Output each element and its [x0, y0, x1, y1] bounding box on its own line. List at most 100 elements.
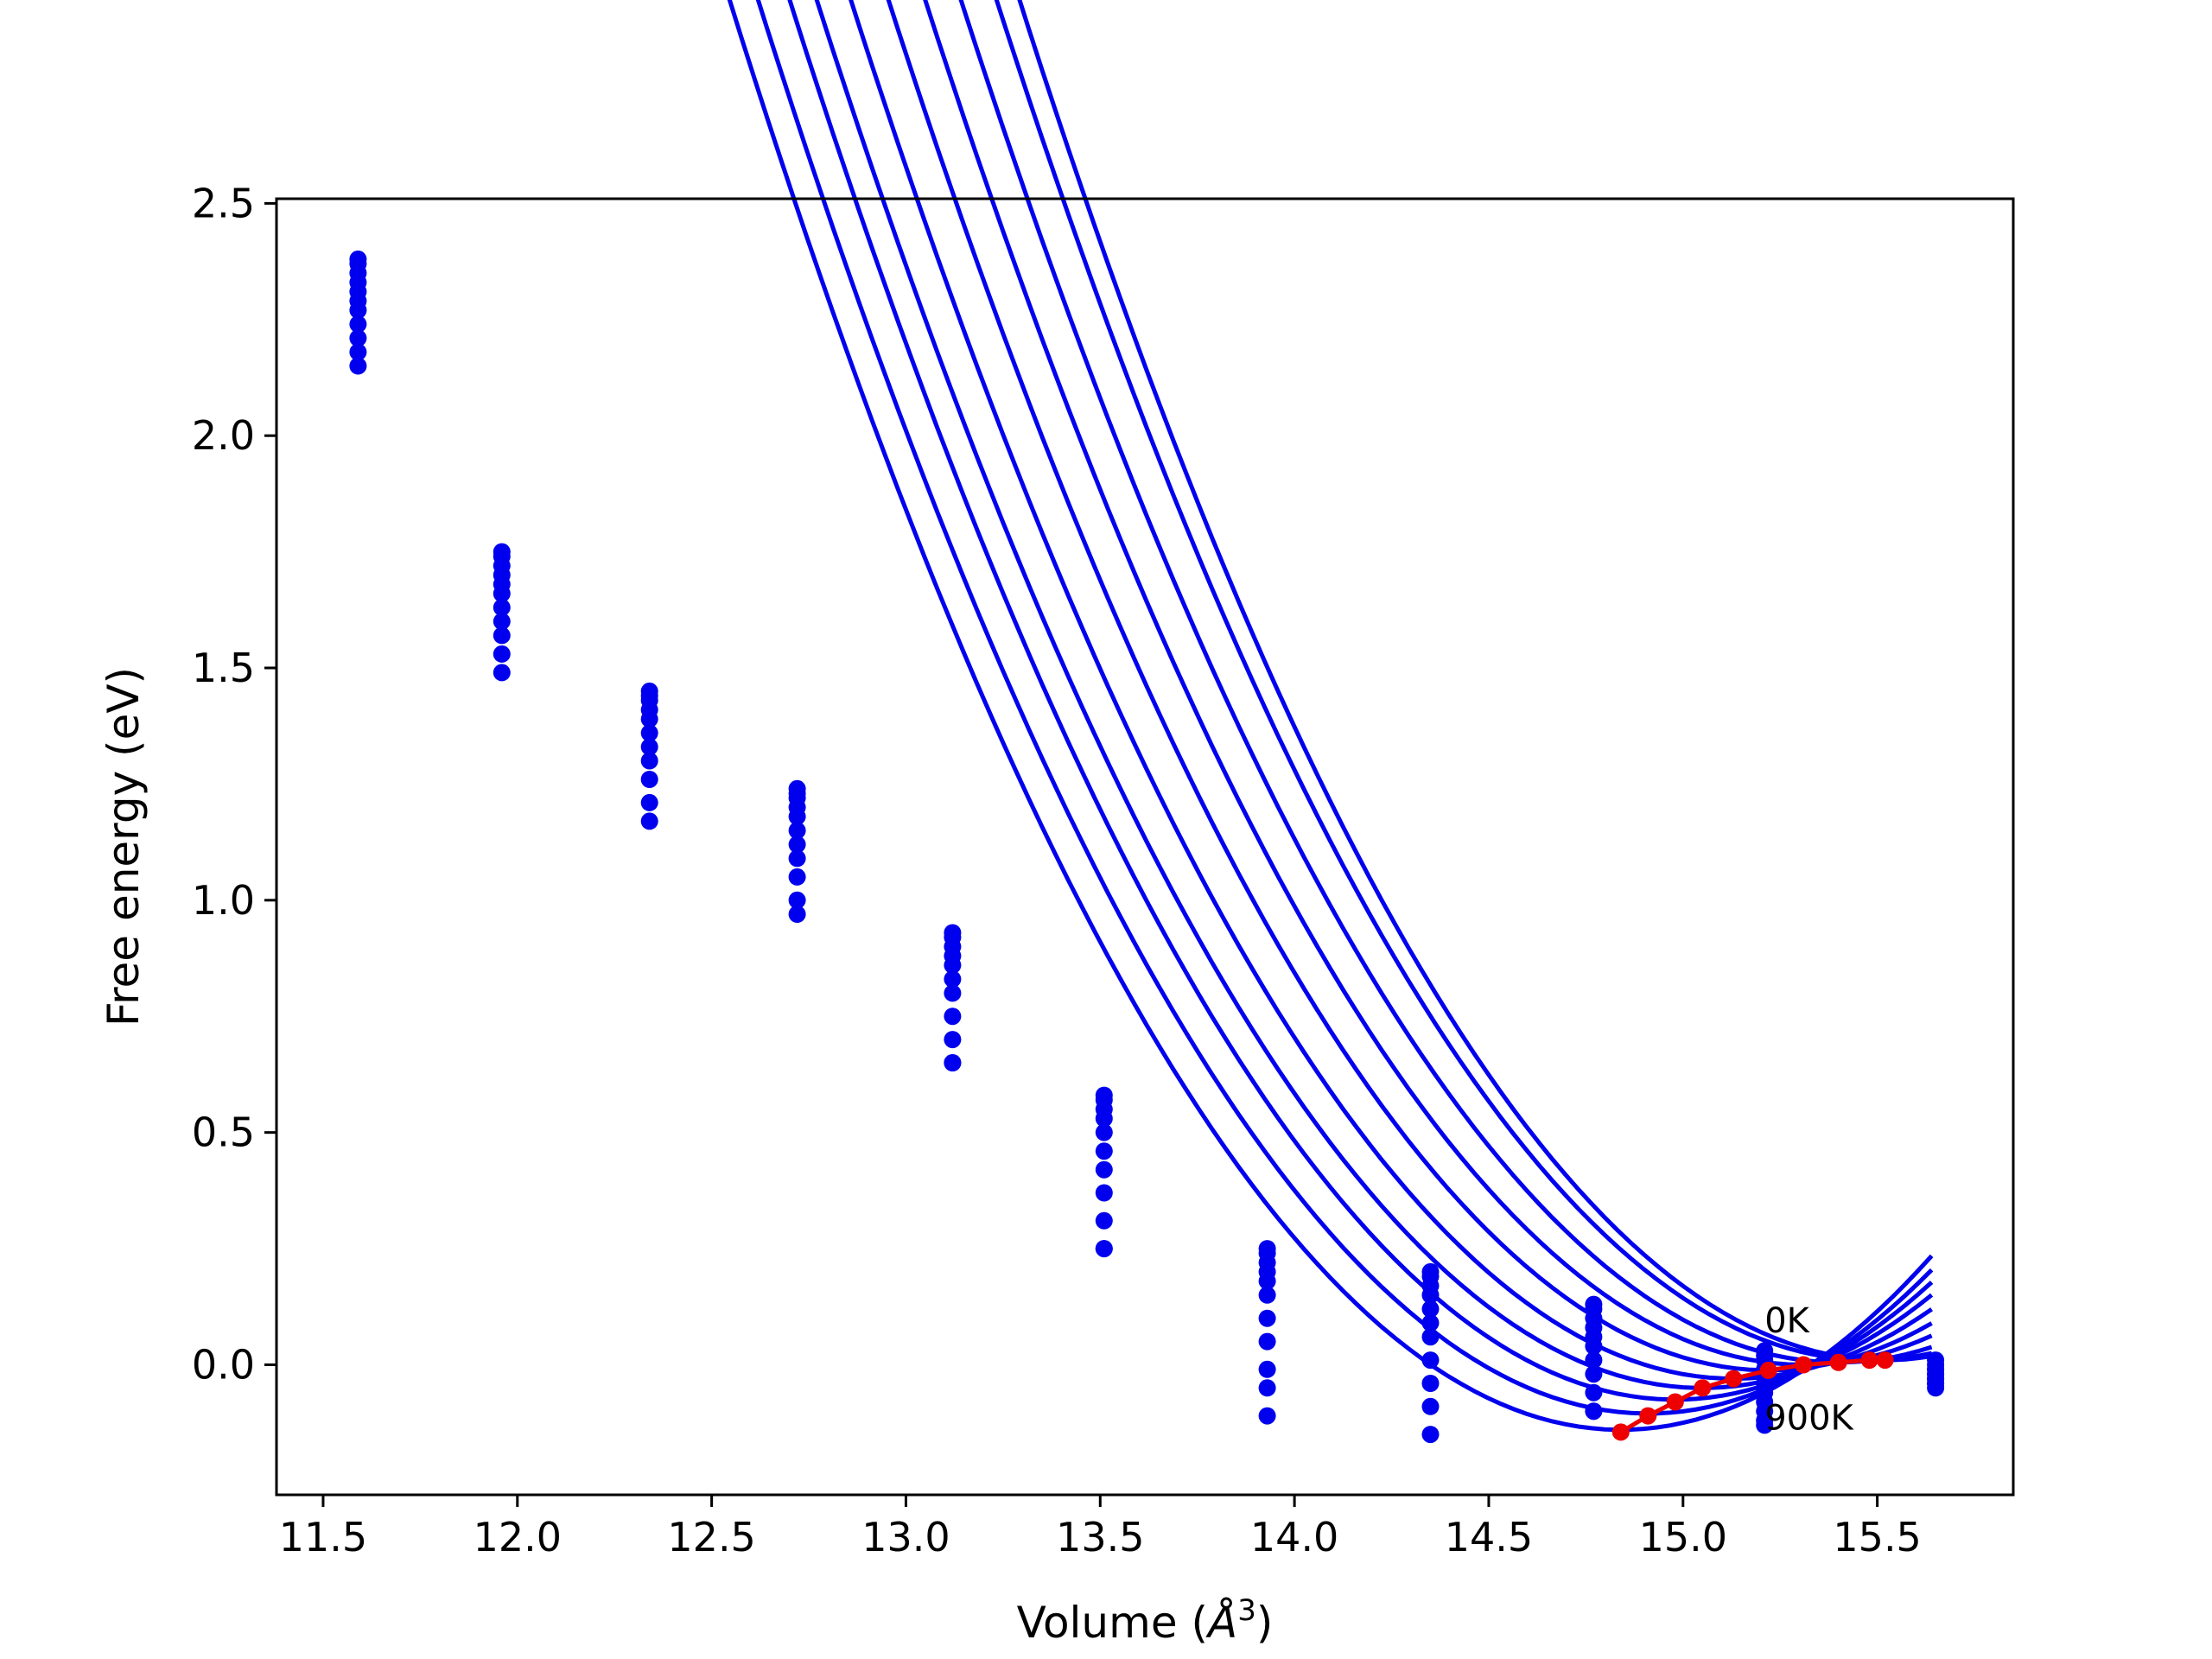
data-point [1421, 1397, 1440, 1415]
y-tick-label: 1.5 [192, 645, 255, 691]
minimum-point [1829, 1353, 1847, 1371]
data-point [349, 357, 367, 375]
minimum-point [1694, 1379, 1712, 1397]
data-point [493, 626, 511, 645]
y-tick-label: 0.5 [192, 1109, 255, 1156]
minima-line [1611, 1351, 1894, 1441]
data-point [493, 664, 511, 682]
y-tick-label: 2.0 [192, 412, 255, 459]
x-tick-label: 14.0 [1250, 1514, 1338, 1560]
data-point [493, 599, 511, 617]
minimum-point [1795, 1356, 1813, 1374]
fit-curve-9 [727, 0, 1934, 1433]
data-point [1095, 1211, 1113, 1230]
minimum-point [1725, 1370, 1743, 1388]
minima-path [1619, 1357, 1885, 1434]
data-point [788, 808, 806, 826]
x-tick-label: 14.5 [1445, 1514, 1533, 1560]
data-point [493, 613, 511, 631]
data-point [640, 812, 658, 830]
minimum-point [1611, 1423, 1630, 1441]
y-axis-label: Free energy (eV) [99, 667, 149, 1027]
fit-curve-6 [814, 0, 1934, 1390]
fit-curve-1 [994, 0, 1933, 1363]
data-point [788, 836, 806, 854]
y-axis-ticks: 0.0 0.5 1.0 1.5 2.0 2.5 [192, 180, 276, 1388]
data-point [349, 315, 367, 334]
data-point [349, 329, 367, 347]
data-point [1258, 1407, 1276, 1425]
data-point [1421, 1426, 1440, 1444]
data-point [640, 738, 658, 756]
data-point [640, 752, 658, 770]
data-point [1258, 1332, 1276, 1351]
x-tick-label: 15.5 [1833, 1514, 1921, 1560]
data-point [1258, 1309, 1276, 1327]
data-point [944, 984, 962, 1002]
data-point [1258, 1379, 1276, 1397]
data-point [1585, 1338, 1603, 1355]
data-point [788, 906, 806, 923]
data-point [1421, 1300, 1440, 1318]
data-point [1258, 1360, 1276, 1378]
x-axis-ticks: 11.5 12.0 12.5 13.0 13.5 14.0 14.5 15.0 15.5 [279, 1495, 1922, 1560]
data-point [1095, 1123, 1113, 1141]
data-point [640, 724, 658, 742]
data-point [788, 891, 806, 909]
minimum-point [1876, 1351, 1894, 1370]
fit-curve-8 [755, 0, 1934, 1416]
fit-curve-4 [886, 0, 1933, 1373]
curve-annotations: 0K 900K [1764, 1301, 1854, 1439]
x-axis-label: Volume (Å3) [1017, 1593, 1274, 1648]
data-point [1585, 1402, 1603, 1421]
data-point [1095, 1184, 1113, 1202]
y-tick-label: 1.0 [192, 877, 255, 924]
data-point [1421, 1286, 1440, 1304]
data-point [944, 957, 962, 975]
data-point [944, 1031, 962, 1049]
x-tick-label: 11.5 [279, 1514, 367, 1560]
data-point [1421, 1328, 1440, 1346]
data-point [1095, 1160, 1113, 1179]
x-tick-label: 12.0 [474, 1514, 562, 1560]
data-point [1585, 1351, 1603, 1370]
data-point [640, 710, 658, 728]
data-point [1585, 1383, 1603, 1402]
data-point [640, 793, 658, 811]
data-point [1421, 1375, 1440, 1392]
annotation-label: 0K [1764, 1301, 1810, 1341]
data-point [1258, 1286, 1276, 1304]
data-points [349, 250, 1945, 1444]
data-point [1927, 1379, 1945, 1397]
x-tick-label: 13.5 [1056, 1514, 1144, 1560]
data-point [1421, 1314, 1440, 1332]
data-point [944, 1054, 962, 1071]
data-point [493, 585, 511, 602]
minimum-point [1860, 1351, 1878, 1370]
data-point [1585, 1365, 1603, 1383]
data-point [1421, 1351, 1440, 1370]
fit-curve-0 [1017, 0, 1932, 1363]
data-point [1756, 1416, 1774, 1434]
fit-curve-3 [923, 0, 1933, 1367]
minimum-point [1759, 1361, 1777, 1379]
data-point [640, 771, 658, 788]
data-point [788, 849, 806, 868]
data-point [788, 868, 806, 886]
data-point [1095, 1142, 1113, 1160]
data-point [493, 645, 511, 663]
minimum-point [1666, 1393, 1684, 1411]
data-point [349, 302, 367, 319]
data-point [1258, 1272, 1276, 1290]
x-tick-label: 12.5 [667, 1514, 755, 1560]
x-tick-label: 15.0 [1639, 1514, 1727, 1560]
data-point [944, 970, 962, 988]
minimum-point [1639, 1407, 1657, 1425]
data-point [349, 343, 367, 361]
data-point [1095, 1240, 1113, 1258]
fit-curve-5 [849, 0, 1933, 1382]
y-tick-label: 2.5 [192, 180, 255, 226]
fit-curve-2 [958, 0, 1933, 1365]
